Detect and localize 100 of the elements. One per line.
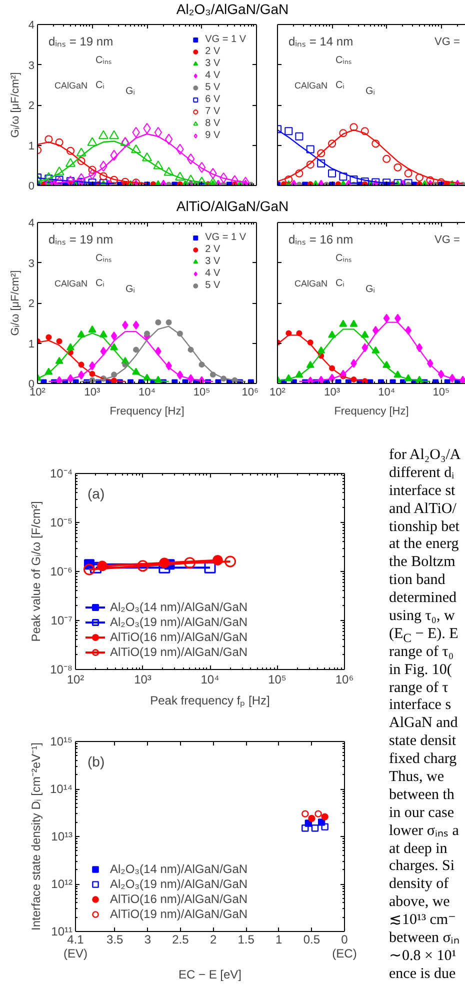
x-tick-label: 4.1 [67, 932, 84, 946]
y-tick-label: 10¹⁴ [50, 782, 72, 796]
text: fixed charg [389, 751, 458, 770]
annotation: (b) [88, 754, 105, 770]
legend-label: 9 V [205, 130, 222, 141]
legend-label: 4 V [205, 70, 222, 81]
annotation: Gᵢ [366, 86, 376, 97]
text: between σᵢₙ [389, 930, 460, 948]
annotation: CAlGaN [54, 278, 88, 288]
annotation: dᵢₙₛ = 19 nm [48, 34, 114, 48]
text: density of [389, 876, 450, 894]
text: lower σᵢₙₛ a [389, 822, 460, 841]
y-axis-title: Peak value of Gᵢ/ω [F/cm²] [28, 501, 43, 642]
legend-label: AlTiO(19 nm)/AlGaN/GaN [110, 907, 248, 921]
x-tick-label: 10² [270, 386, 286, 398]
annotation: Cᵢₙₛ [336, 253, 352, 264]
chart-title: AlTiO/AlGaN/GaN [175, 197, 290, 215]
y-tick-label: 10⁻⁶ [50, 564, 73, 578]
annotation: CAlGaN [54, 80, 88, 90]
legend-label: Al₂O₃(19 nm)/AlGaN/GaN [110, 615, 248, 629]
y-tick-label: 10¹³ [51, 830, 73, 844]
text: interface s [389, 697, 452, 716]
annotation: Cᵢ [96, 80, 105, 91]
legend-label: 3 V [205, 256, 222, 267]
y-axis-title: Interface state density Dᵢ [cm⁻²eV⁻¹] [29, 742, 43, 930]
y-tick-label: 10⁻⁴ [50, 466, 73, 480]
y-tick-label: 4 [28, 20, 35, 32]
annotation: Gᵢ [366, 284, 376, 295]
annotation: Cᵢ [336, 80, 345, 91]
annotation: VG = [434, 234, 460, 246]
text: (EC) [332, 946, 357, 960]
legend-label: VG = 1 V [205, 34, 246, 45]
text: ∼0.8 × 10¹ [389, 948, 458, 966]
annotation: (a) [88, 486, 105, 502]
y-tick-label: 10¹⁵ [50, 734, 73, 748]
text: between th [389, 786, 456, 805]
text: in Fig. 10( [389, 662, 453, 680]
x-tick-label: 10³ [84, 386, 101, 398]
legend-label: VG = 1 V [205, 232, 246, 243]
text: at deep in [389, 840, 448, 858]
legend-label: 6 V [205, 94, 222, 105]
x-tick-label: 3 [144, 932, 152, 946]
legend-label: Al₂O₃(14 nm)/AlGaN/GaN [110, 862, 248, 876]
chart-title: Al₂O₃/AlGaN/GaN [175, 0, 290, 18]
text: for Al₂O₃/A [389, 447, 461, 465]
text: ≲10¹³ cm⁻ [389, 912, 458, 930]
text: different dᵢ [389, 464, 456, 483]
x-tick-label: 0.5 [303, 932, 320, 946]
x-axis-title: Frequency [Hz] [110, 406, 184, 418]
x-tick-label: 1 [276, 932, 283, 946]
legend-label: 8 V [205, 118, 222, 129]
annotation: Cᵢ [96, 278, 105, 289]
legend-label: AlTiO(16 nm)/AlGaN/GaN [110, 630, 248, 644]
text: in our case [389, 804, 455, 823]
x-axis-title: EC − E [eV] [178, 968, 242, 982]
y-tick-label: 3 [28, 60, 35, 72]
legend-label: 2 V [205, 46, 222, 57]
annotation: Cᵢₙₛ [96, 55, 112, 66]
y-tick-label: 10⁻⁷ [50, 614, 73, 628]
y-tick-label: 1 [28, 338, 35, 350]
text: ence is due [389, 966, 457, 984]
annotation: Gᵢ [126, 86, 136, 97]
x-axis-title: Peak frequency fₚ [Hz] [150, 694, 270, 708]
y-tick-label: 2 [28, 100, 35, 112]
text: tionship bet [389, 518, 460, 536]
annotation: CAlGaN [294, 278, 328, 288]
annotation: dᵢₙₛ = 19 nm [48, 232, 114, 246]
x-tick-label: 10⁵ [432, 386, 450, 398]
annotation: dᵢₙₛ = 16 nm [288, 232, 354, 246]
x-tick-label: 10⁴ [200, 672, 220, 686]
x-tick-label: 10² [30, 386, 46, 398]
text: the Boltzm [389, 554, 456, 572]
x-tick-label: 10⁵ [193, 386, 210, 398]
legend-label: 7 V [205, 106, 222, 117]
annotation: dᵢₙₛ = 14 nm [288, 34, 354, 48]
x-tick-label: 1.5 [238, 932, 255, 946]
x-tick-label: 10⁶ [335, 672, 354, 686]
text: AlGaN and [389, 715, 459, 734]
y-tick-label: 4 [28, 218, 35, 230]
legend-label: Al₂O₃(14 nm)/AlGaN/GaN [110, 600, 248, 614]
text: above, we [389, 894, 451, 912]
legend-label: AlTiO(19 nm)/AlGaN/GaN [110, 645, 248, 659]
y-tick-label: 3 [28, 258, 35, 270]
x-tick-label: 10⁴ [378, 386, 396, 398]
y-axis-title: Gᵢ/ω [μF/cm²] [9, 72, 22, 138]
y-tick-label: 2 [28, 298, 35, 310]
text: state densit [389, 733, 458, 752]
text: range of τ₀ [389, 644, 455, 662]
text: (E$_{C}$ − E). E [389, 626, 460, 645]
y-tick-label: 1 [28, 140, 35, 152]
x-tick-label: 2 [210, 932, 217, 946]
x-axis-title: Frequency [Hz] [334, 406, 409, 418]
annotation: Cᵢₙₛ [96, 253, 112, 264]
text: charges. Si [389, 858, 456, 876]
y-tick-label: 10⁻⁵ [50, 516, 73, 530]
legend-label: Al₂O₃(19 nm)/AlGaN/GaN [110, 877, 248, 891]
x-tick-label: 10⁴ [138, 386, 156, 398]
text: Thus, we [389, 769, 445, 787]
text: using τ₀, w [389, 608, 456, 626]
annotation: VG = [434, 36, 460, 48]
